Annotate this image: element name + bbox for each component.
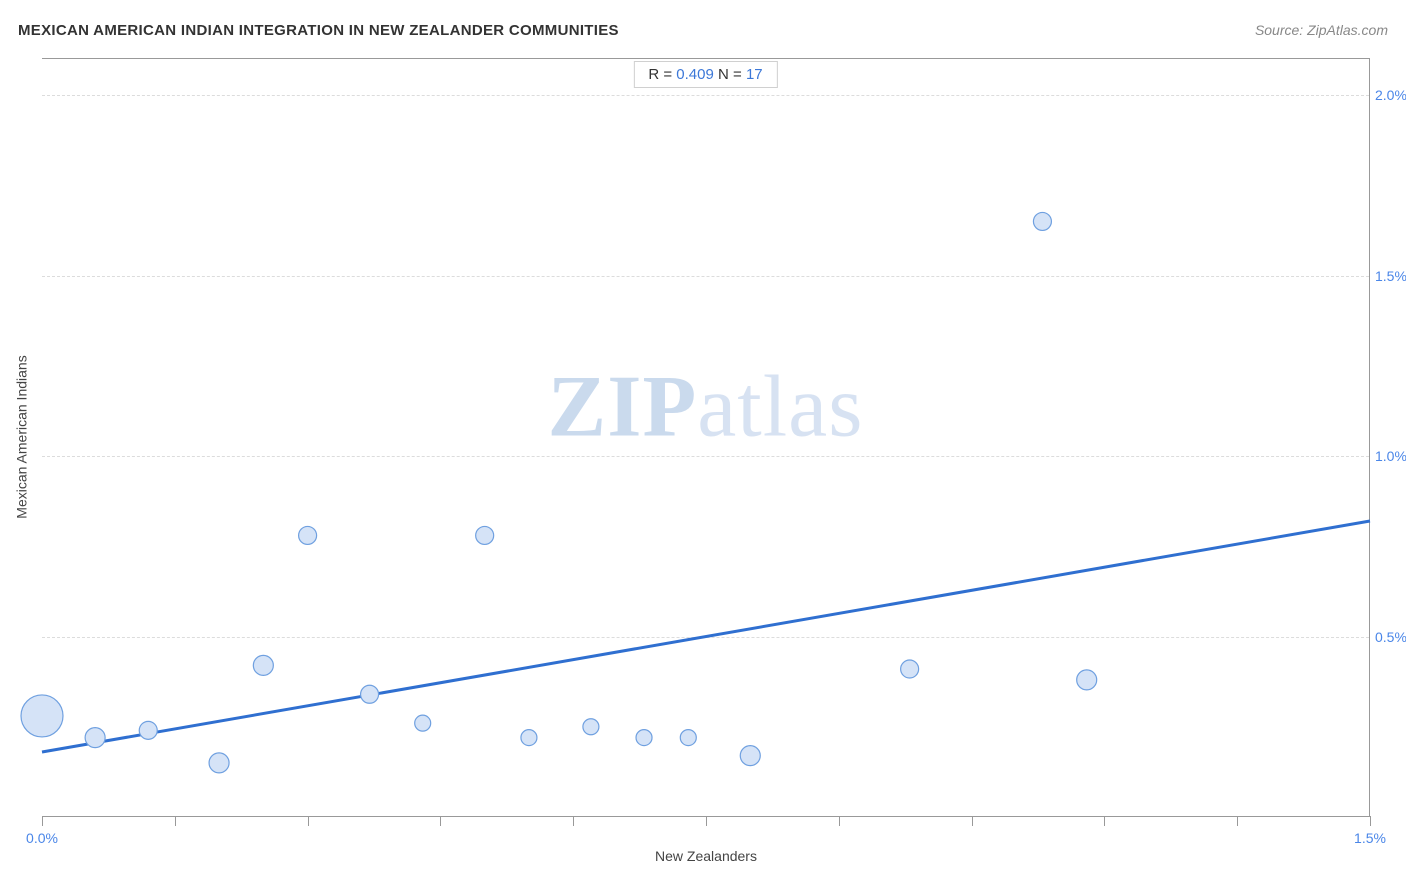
x-minor-tick	[308, 816, 309, 826]
x-tick-label: 0.0%	[26, 830, 58, 846]
source-attribution: Source: ZipAtlas.com	[1255, 22, 1388, 38]
data-point[interactable]	[139, 721, 157, 739]
data-point[interactable]	[1077, 670, 1097, 690]
page-title: MEXICAN AMERICAN INDIAN INTEGRATION IN N…	[18, 22, 619, 39]
y-axis-label: Mexican American Indians	[12, 58, 32, 816]
trend-line	[42, 521, 1370, 752]
data-point[interactable]	[299, 526, 317, 544]
x-major-tick	[42, 816, 43, 826]
x-minor-tick	[839, 816, 840, 826]
y-tick-label: 1.0%	[1375, 448, 1406, 464]
data-point[interactable]	[680, 730, 696, 746]
data-point[interactable]	[361, 685, 379, 703]
data-point[interactable]	[253, 655, 273, 675]
data-point[interactable]	[740, 746, 760, 766]
scatter-chart: ZIPatlas R = 0.409 N = 17 0.5%1.0%1.5%2.…	[42, 58, 1370, 816]
x-tick-label: 1.5%	[1354, 830, 1386, 846]
x-minor-tick	[440, 816, 441, 826]
x-major-tick	[1370, 816, 1371, 826]
x-minor-tick	[1237, 816, 1238, 826]
source-prefix: Source:	[1255, 22, 1307, 38]
y-tick-label: 2.0%	[1375, 87, 1406, 103]
data-point[interactable]	[1033, 212, 1051, 230]
y-tick-label: 1.5%	[1375, 268, 1406, 284]
x-minor-tick	[573, 816, 574, 826]
x-axis-label: New Zealanders	[42, 848, 1370, 864]
y-tick-label: 0.5%	[1375, 629, 1406, 645]
source-link[interactable]: ZipAtlas.com	[1307, 22, 1388, 38]
data-point[interactable]	[901, 660, 919, 678]
data-point[interactable]	[583, 719, 599, 735]
x-minor-tick	[706, 816, 707, 826]
x-minor-tick	[972, 816, 973, 826]
plot-svg	[42, 59, 1369, 816]
data-point[interactable]	[521, 730, 537, 746]
data-point[interactable]	[209, 753, 229, 773]
x-minor-tick	[1104, 816, 1105, 826]
data-point[interactable]	[415, 715, 431, 731]
x-minor-tick	[175, 816, 176, 826]
data-point[interactable]	[85, 728, 105, 748]
data-point[interactable]	[636, 730, 652, 746]
header: MEXICAN AMERICAN INDIAN INTEGRATION IN N…	[0, 0, 1406, 50]
data-point[interactable]	[476, 526, 494, 544]
